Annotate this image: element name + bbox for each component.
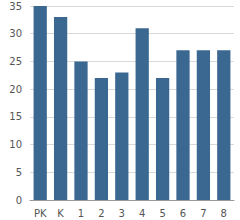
- svg-text:3: 3: [119, 208, 125, 219]
- svg-text:35: 35: [9, 1, 22, 12]
- svg-text:8: 8: [221, 208, 227, 219]
- svg-text:K: K: [57, 208, 64, 219]
- svg-text:PK: PK: [34, 208, 47, 219]
- svg-text:5: 5: [16, 167, 22, 178]
- svg-text:15: 15: [9, 111, 22, 122]
- svg-text:1: 1: [78, 208, 84, 219]
- svg-text:7: 7: [200, 208, 206, 219]
- svg-text:5: 5: [159, 208, 165, 219]
- svg-text:2: 2: [98, 208, 104, 219]
- svg-text:6: 6: [180, 208, 186, 219]
- svg-text:25: 25: [9, 56, 22, 67]
- svg-text:4: 4: [139, 208, 145, 219]
- svg-text:30: 30: [9, 28, 22, 39]
- svg-text:0: 0: [16, 195, 22, 206]
- svg-text:10: 10: [9, 139, 22, 150]
- svg-text:20: 20: [9, 84, 22, 95]
